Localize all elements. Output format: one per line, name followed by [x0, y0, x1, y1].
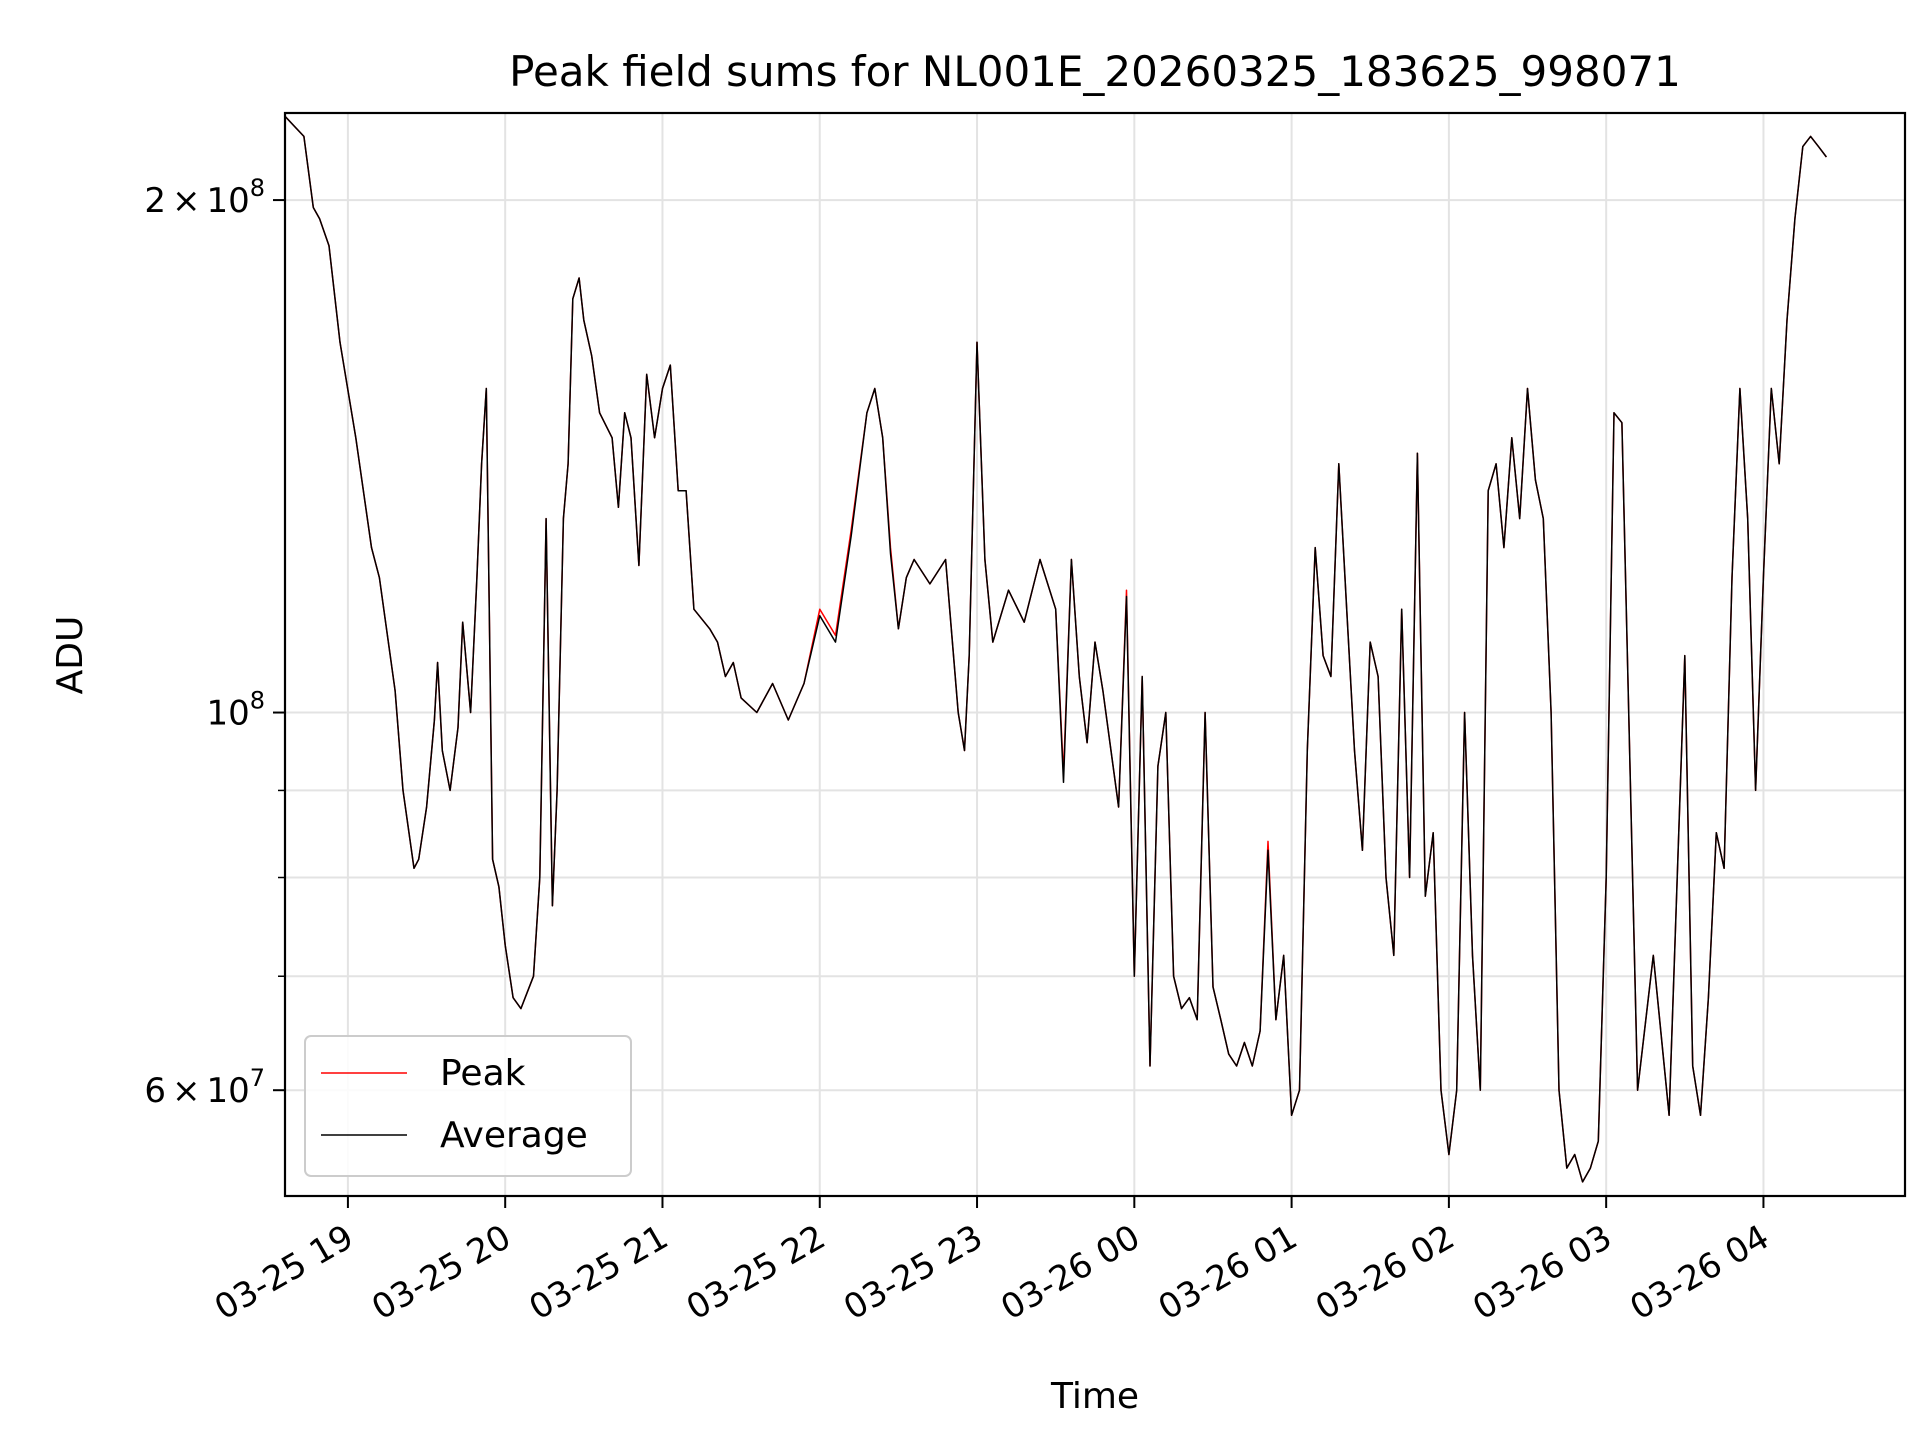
chart-title: Peak field sums for NL001E_20260325_1836… — [509, 47, 1681, 96]
legend-label-average: Average — [440, 1115, 588, 1156]
x-axis-label: Time — [1050, 1376, 1139, 1417]
legend-box — [304, 1035, 632, 1177]
y-axis-ticks: 6 × 107 108 2 × 108 — [144, 174, 285, 1111]
y-tick-label: 108 — [206, 687, 265, 734]
y-tick-label: 2 × 108 — [144, 174, 265, 221]
series-line-average — [285, 115, 1827, 1183]
y-axis-label: ADU — [50, 616, 91, 695]
plot-frame — [283, 111, 1907, 1198]
y-tick-label: 6 × 107 — [144, 1064, 265, 1111]
legend: Peak Average — [304, 1035, 632, 1177]
series-lines — [285, 115, 1827, 1183]
legend-label-peak: Peak — [440, 1053, 526, 1094]
